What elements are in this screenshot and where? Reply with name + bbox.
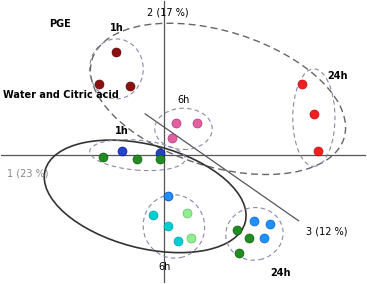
Text: Water and Citric acid: Water and Citric acid xyxy=(3,90,119,100)
Text: 1h: 1h xyxy=(115,126,129,136)
Text: 1h: 1h xyxy=(109,23,123,33)
Text: 24h: 24h xyxy=(327,71,348,82)
Text: 24h: 24h xyxy=(270,268,290,278)
Text: 2 (17 %): 2 (17 %) xyxy=(148,7,189,17)
Text: 1 (23 %): 1 (23 %) xyxy=(7,169,49,179)
Text: 3 (12 %): 3 (12 %) xyxy=(306,226,348,236)
Text: 6h: 6h xyxy=(158,262,171,272)
Text: PGE: PGE xyxy=(49,19,71,29)
Text: 6h: 6h xyxy=(177,95,190,105)
